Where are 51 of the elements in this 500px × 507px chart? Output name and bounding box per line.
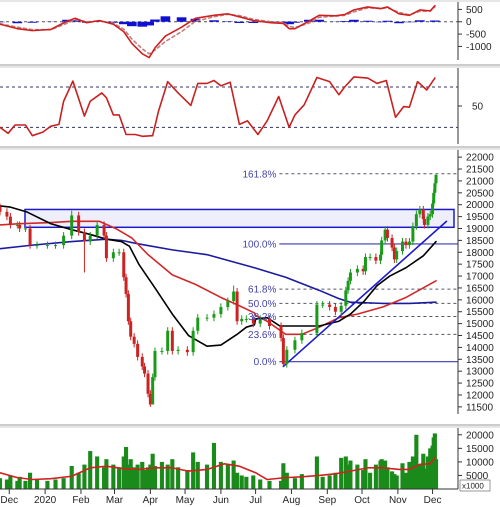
x-tick-label: Jul — [249, 495, 262, 506]
y-tick-label: 15000 — [466, 319, 494, 330]
y-tick-label: 15500 — [466, 307, 494, 318]
y-tick-label: 20000 — [466, 430, 494, 442]
y-tick-label: 14000 — [466, 342, 494, 354]
y-tick-label: 21500 — [466, 164, 494, 176]
y-tick-label: 20000 — [466, 200, 494, 212]
y-tick-label: 15000 — [466, 444, 494, 455]
y-tick-label: 14500 — [466, 331, 494, 342]
y-tick-label: 0 — [466, 17, 472, 28]
x-tick-label: Nov — [388, 495, 407, 506]
y-tick-label: 21000 — [466, 176, 494, 188]
x-tick-label: Dec — [0, 495, 18, 506]
x-tick-label: Aug — [282, 495, 300, 506]
x-tick-label: Apr — [142, 495, 159, 506]
y-tick-label: 17500 — [466, 260, 494, 271]
y-tick-label: 17000 — [466, 272, 494, 283]
y-tick-label: -500 — [466, 30, 486, 41]
text: x1000 — [462, 482, 484, 490]
x-tick-label: Sep — [318, 495, 337, 506]
x-tick-label: Mar — [106, 495, 124, 506]
y-tick-label: 16000 — [466, 295, 494, 306]
x-tick-label: Oct — [354, 495, 370, 506]
y-tick-label: 19500 — [466, 212, 494, 224]
y-tick-label: 12000 — [466, 390, 494, 402]
x-tick-label: Feb — [72, 495, 90, 506]
annotation: 50.0% — [248, 298, 276, 310]
x-tick-label: 2020 — [34, 495, 57, 506]
annotation: 23.6% — [248, 330, 276, 341]
annotation: 0.0% — [254, 357, 276, 368]
y-tick-label: 19000 — [466, 224, 494, 235]
y-tick-label: 20500 — [466, 188, 494, 200]
annotation: 61.8% — [248, 284, 276, 296]
annotation: 100.0% — [242, 239, 276, 250]
y-tick-label: 18000 — [466, 248, 494, 259]
y-tick-label: 10000 — [466, 457, 494, 468]
y-tick-label: 16500 — [466, 283, 494, 294]
y-tick-label: 13500 — [466, 354, 494, 366]
y-tick-label: 18500 — [466, 236, 494, 247]
y-tick-label: 500 — [466, 4, 484, 16]
y-tick-label: 22000 — [466, 152, 494, 164]
x-tick-label: Dec — [424, 495, 442, 506]
y-tick-label: 13000 — [466, 366, 494, 378]
text: 50 — [472, 102, 484, 112]
y-tick-label: 5000 — [466, 470, 489, 482]
y-tick-label: -1000 — [466, 42, 492, 53]
x-tick-label: Jun — [212, 495, 229, 506]
annotation: 161.8% — [242, 169, 276, 180]
y-tick-label: 12500 — [466, 378, 494, 390]
x-tick-label: May — [176, 495, 195, 506]
y-tick-label: 11500 — [466, 402, 494, 414]
